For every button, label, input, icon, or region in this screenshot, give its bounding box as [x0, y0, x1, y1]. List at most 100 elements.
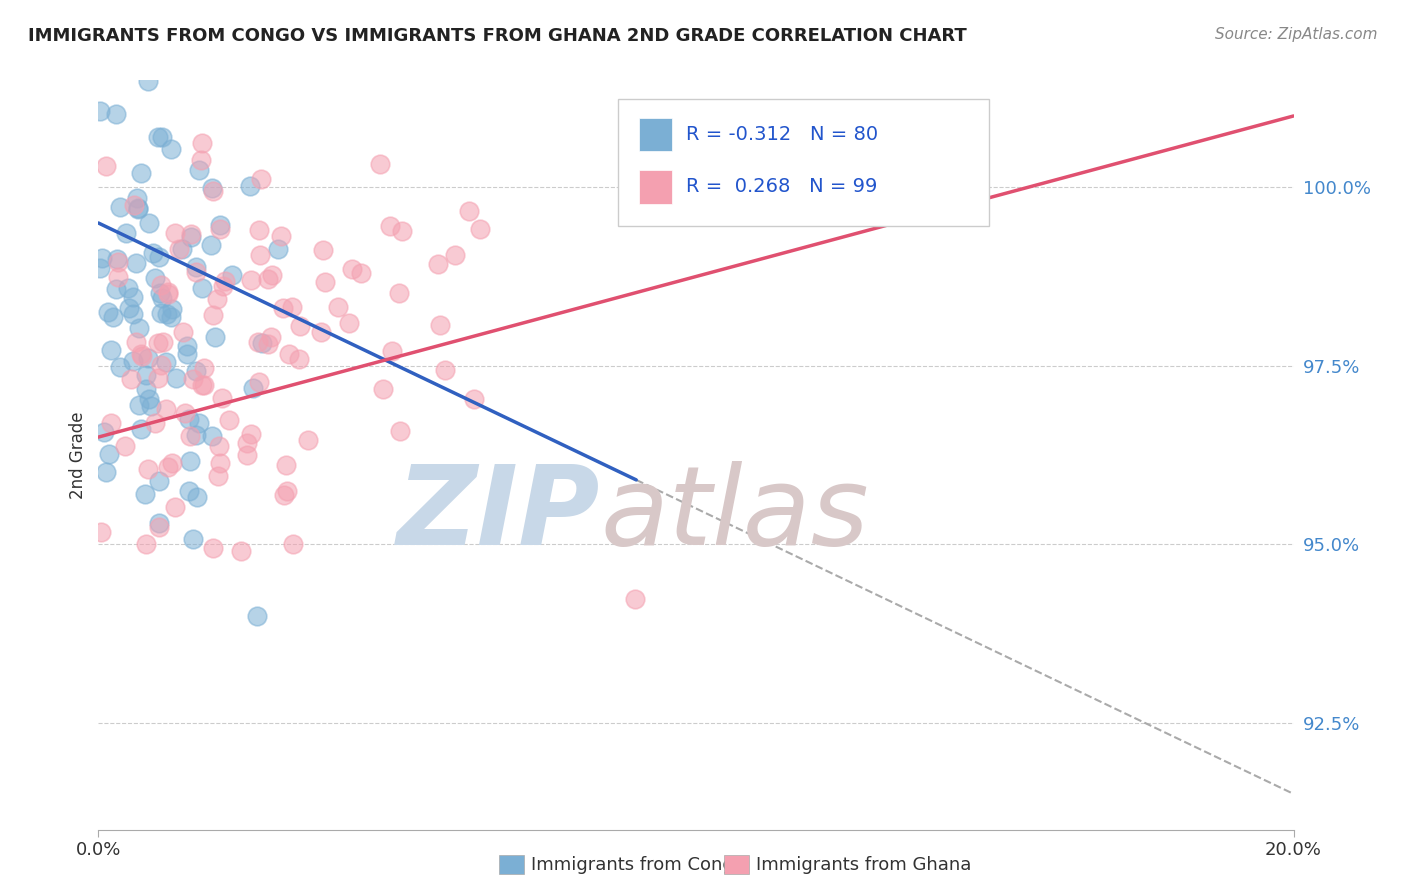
Text: IMMIGRANTS FROM CONGO VS IMMIGRANTS FROM GHANA 2ND GRADE CORRELATION CHART: IMMIGRANTS FROM CONGO VS IMMIGRANTS FROM… — [28, 27, 967, 45]
Point — [170, 242, 193, 256]
Point — [214, 274, 236, 288]
Point — [129, 422, 152, 436]
Point — [157, 285, 180, 300]
Bar — [638, 118, 672, 152]
Point — [160, 456, 183, 470]
Point — [190, 136, 212, 150]
Point — [101, 310, 124, 324]
Point — [105, 107, 128, 121]
Point — [135, 368, 157, 383]
Point — [93, 425, 115, 439]
Point — [388, 424, 411, 438]
Point — [157, 460, 180, 475]
Point — [160, 310, 183, 324]
Point — [387, 285, 409, 300]
Point — [312, 243, 335, 257]
Point — [152, 334, 174, 349]
Point — [186, 364, 208, 378]
Point — [463, 392, 485, 406]
Point — [288, 318, 311, 333]
Point — [209, 218, 232, 232]
Point — [148, 516, 170, 530]
Point — [150, 129, 173, 144]
Point — [371, 382, 394, 396]
Point — [89, 103, 111, 118]
Point — [378, 219, 401, 233]
Point — [149, 306, 172, 320]
Point — [328, 300, 350, 314]
Point — [143, 417, 166, 431]
Point — [150, 358, 173, 372]
Point — [211, 391, 233, 405]
FancyBboxPatch shape — [619, 99, 988, 227]
Point — [180, 230, 202, 244]
Point — [262, 268, 284, 282]
Point — [138, 216, 160, 230]
Point — [143, 270, 166, 285]
Text: R = -0.312   N = 80: R = -0.312 N = 80 — [686, 125, 879, 144]
Point — [160, 301, 183, 316]
Point — [271, 301, 294, 315]
Point — [229, 544, 252, 558]
Point — [314, 275, 336, 289]
Point — [188, 163, 211, 178]
Point — [117, 281, 139, 295]
Point — [201, 181, 224, 195]
Point — [177, 411, 200, 425]
Point — [159, 142, 181, 156]
Point — [201, 429, 224, 443]
Point — [146, 130, 169, 145]
Point — [139, 399, 162, 413]
Point — [270, 229, 292, 244]
Point — [136, 74, 159, 88]
Point — [179, 484, 201, 499]
Point — [204, 330, 226, 344]
Point — [191, 281, 214, 295]
Point — [350, 266, 373, 280]
Point — [165, 226, 187, 240]
Point — [205, 292, 228, 306]
Point — [94, 159, 117, 173]
Point — [311, 326, 333, 340]
Point — [273, 487, 295, 501]
Text: ZIP: ZIP — [396, 461, 600, 568]
Point — [142, 245, 165, 260]
Point — [186, 260, 208, 275]
Point — [176, 339, 198, 353]
Point — [155, 401, 177, 416]
Point — [623, 592, 645, 607]
Point — [433, 362, 456, 376]
Point — [122, 198, 145, 212]
Point — [174, 406, 197, 420]
Point — [107, 269, 129, 284]
Point — [427, 257, 450, 271]
Point — [138, 392, 160, 407]
Point — [120, 371, 142, 385]
Point — [129, 165, 152, 179]
Point — [115, 226, 138, 240]
Point — [100, 416, 122, 430]
Point — [191, 378, 214, 392]
Point — [135, 382, 157, 396]
Point — [190, 153, 212, 167]
Point — [250, 335, 273, 350]
Point — [121, 307, 143, 321]
Point — [89, 260, 111, 275]
Point — [181, 372, 204, 386]
Point — [136, 462, 159, 476]
Point — [242, 381, 264, 395]
Point — [184, 428, 207, 442]
Point — [91, 251, 114, 265]
Point — [340, 261, 363, 276]
Point — [297, 433, 319, 447]
Point — [288, 352, 311, 367]
Point — [208, 439, 231, 453]
Point — [240, 273, 263, 287]
Point — [136, 351, 159, 366]
Point — [96, 305, 118, 319]
Bar — [638, 170, 672, 204]
Point — [257, 336, 280, 351]
Point — [100, 343, 122, 358]
Point — [201, 185, 224, 199]
Point — [165, 370, 187, 384]
